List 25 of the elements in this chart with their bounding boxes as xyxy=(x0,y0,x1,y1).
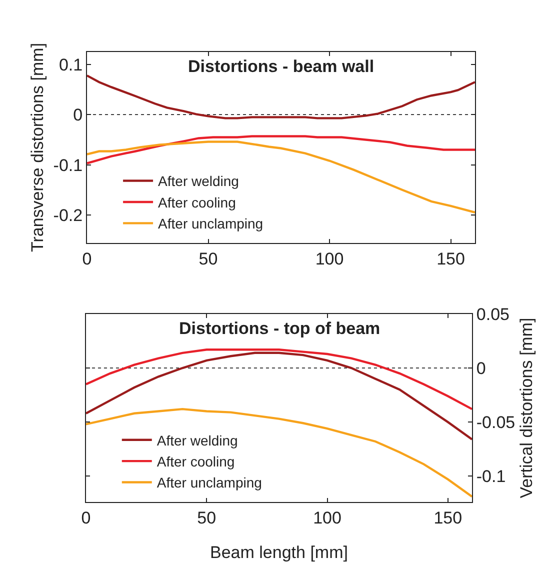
x-tick-label: 150 xyxy=(434,508,462,528)
y-tick-label: -0.1 xyxy=(53,156,83,175)
x-tick-label: 50 xyxy=(197,508,216,528)
legend-label: After cooling xyxy=(158,194,236,210)
x-axis-title: Beam length [mm] xyxy=(210,543,348,562)
x-tick-label: 100 xyxy=(315,249,344,268)
y2-tick-label: 0 xyxy=(476,358,486,378)
x-tick-label: 50 xyxy=(198,249,218,268)
x-tick-label: 150 xyxy=(436,249,465,268)
y2-tick-label: 0.05 xyxy=(476,304,510,324)
x-tick-label: 100 xyxy=(313,508,342,528)
y2-axis-title: Vertical distortions [mm] xyxy=(517,318,536,498)
y-axis-title: Transverse distortions [mm] xyxy=(28,42,47,252)
legend-label: After welding xyxy=(158,173,239,190)
y-tick-label: -0.2 xyxy=(53,206,83,225)
legend-label: After unclamping xyxy=(156,474,262,491)
y-tick-label: 0 xyxy=(73,106,83,125)
chart-title: Distortions - beam wall xyxy=(188,57,374,76)
y-tick-label: 0.1 xyxy=(58,55,83,74)
legend-label: After unclamping xyxy=(158,216,264,232)
y2-tick-label: -0.1 xyxy=(476,467,506,486)
legend-label: After cooling xyxy=(156,454,235,470)
y2-tick-label: -0.05 xyxy=(476,413,516,432)
chart-title: Distortions - top of beam xyxy=(179,319,380,338)
legend-label: After welding xyxy=(156,432,238,448)
